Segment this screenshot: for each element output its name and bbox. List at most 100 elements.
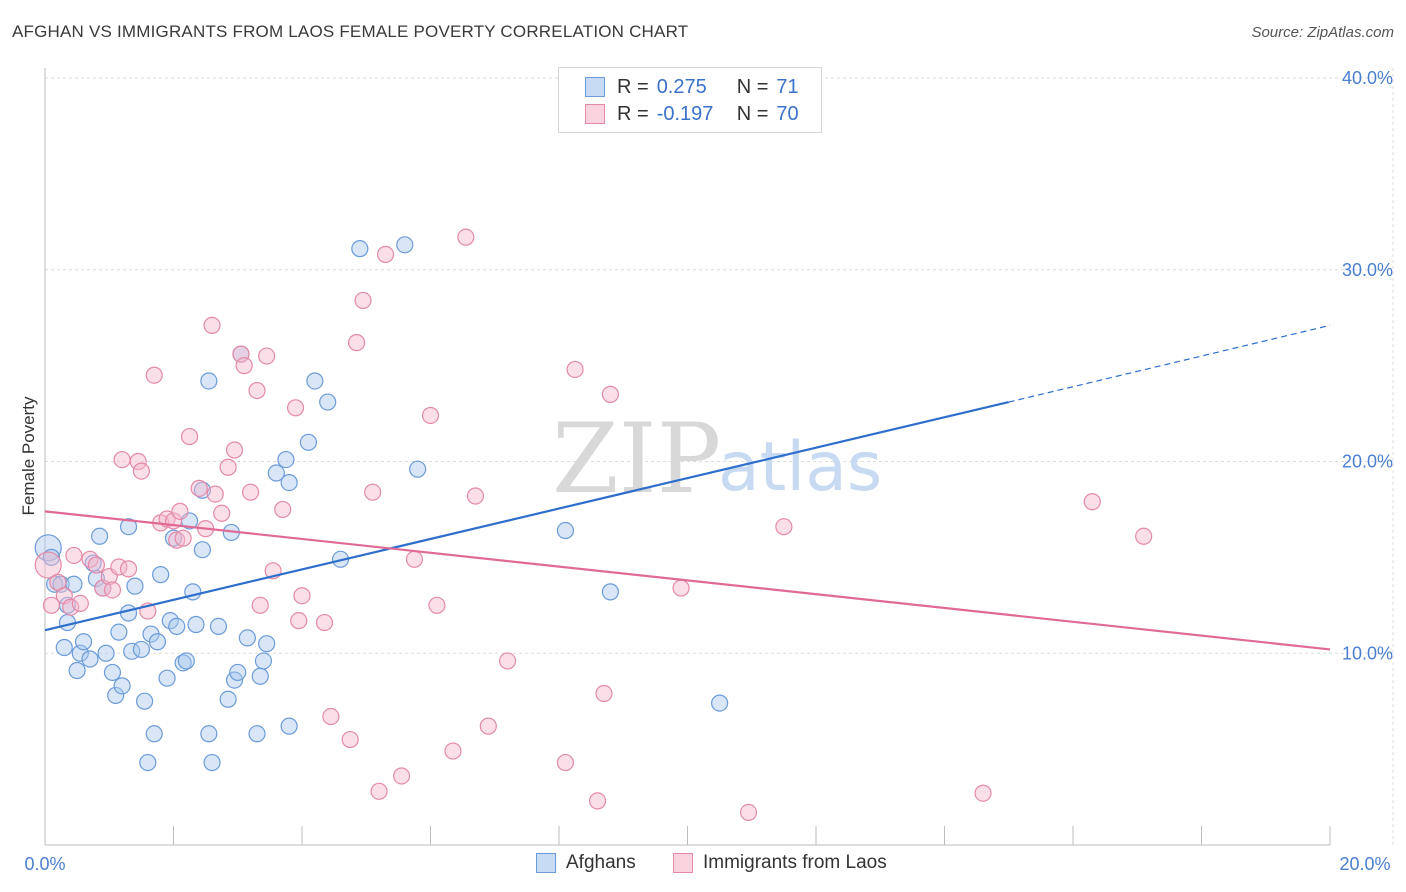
laos-point [364,483,382,501]
laos-point [258,347,276,365]
legend-row-afghans: R = 0.275 N = 71 [585,74,799,100]
afghan-point [107,686,125,705]
bottom-legend-label-laos: Immigrants from Laos [703,852,887,873]
afghan-point [306,372,324,390]
laos-point [428,596,446,614]
laos-point [566,360,584,379]
laos-point [87,556,106,574]
bottom-legend-swatch-laos [673,853,693,873]
laos-point [113,450,131,469]
trend-lines [44,324,1331,651]
laos-point [206,485,224,503]
afghan-point [280,473,298,492]
laos-point [466,487,485,505]
afghan-point [74,633,93,651]
laos-point [219,458,237,476]
afghan-point [238,629,256,647]
laos-point [739,803,758,822]
legend-r-value: 0.275 [656,75,707,98]
laos-trend-line [44,510,1331,651]
afghan-point [87,569,106,588]
afghan-point [81,650,99,668]
afghan-point [132,640,150,659]
afghan-point [267,464,285,482]
afghan-point [110,623,128,641]
laos-point [444,742,462,760]
afghan-point [248,725,266,743]
afghan-point [126,577,144,595]
afghan-point [113,677,131,695]
afghan-point [68,661,86,680]
watermark: ZIP atlas [552,403,882,515]
source-label: Source: ZipAtlas.com [1251,24,1394,41]
afghan-point [556,521,575,540]
afghan-point [187,615,205,634]
laos-point [103,581,122,599]
laos-point [1135,527,1153,545]
afghan-point [409,460,427,478]
data-points [34,228,1153,822]
chart-title: AFGHAN VS IMMIGRANTS FROM LAOS FEMALE PO… [12,22,689,41]
laos-point [171,502,189,520]
afghan-point [277,450,295,469]
laos-point [129,452,147,471]
laos-point [392,767,411,785]
laos-point [132,462,150,480]
laos-point [42,596,61,614]
laos-point [203,316,221,334]
afghan-point [258,635,276,653]
afghan-point [119,604,138,622]
laos-point [290,612,308,630]
laos-point [180,427,199,446]
laos-point [65,546,83,565]
x-tick-label: 20.0% [1339,854,1390,874]
legend-n-value: 71 [776,75,799,98]
x-tick-label: 0.0% [24,854,65,874]
laos-point [168,531,186,549]
legend-n-label: N = [736,102,769,125]
laos-point [376,245,395,264]
laos-point [421,406,440,425]
legend-r-value: -0.197 [656,102,714,125]
axes [44,68,1331,846]
afghan-point [158,669,176,687]
laos-point [315,613,334,632]
afghan-point [152,566,170,584]
laos-point [499,652,517,670]
laos-point [34,551,62,579]
bottom-legend-swatch-afghans [536,853,556,873]
y-tick-label: 10.0% [1342,643,1393,663]
laos-point [556,753,575,772]
afghan-point [319,393,337,411]
laos-point [174,529,192,547]
laos-point [286,399,305,417]
afghan-trend-line [44,400,1010,632]
laos-point [62,598,80,616]
laos-point [242,483,260,501]
laos-point [370,782,388,800]
laos-point [190,479,208,497]
tick-labels: 10.0% 20.0% 30.0% 40.0% 0.0% 20.0% [24,68,1393,874]
laos-point [601,385,620,403]
laos-point [348,334,366,352]
afghan-point [219,690,237,708]
bottom-legend-label-afghans: Afghans [566,852,636,873]
laos-point [1083,493,1101,511]
afghan-point [139,753,157,772]
afghan-point [601,583,620,601]
laos-point [119,560,138,578]
laos-point [354,291,372,310]
laos-point [595,684,613,703]
laos-point [251,596,269,614]
legend-r-label: R = [617,102,649,125]
laos-point [235,357,253,375]
afghan-point [251,667,269,685]
legend-swatch-laos [585,104,605,124]
legend-swatch-afghans [585,77,605,97]
y-axis-label: Female Poverty [19,396,38,516]
afghan-point [119,518,138,536]
laos-point [322,707,340,726]
correlation-legend: R = 0.275 N = 71 R = -0.197 N = 70 [558,67,822,133]
laos-point [588,792,607,810]
laos-point [405,550,424,568]
